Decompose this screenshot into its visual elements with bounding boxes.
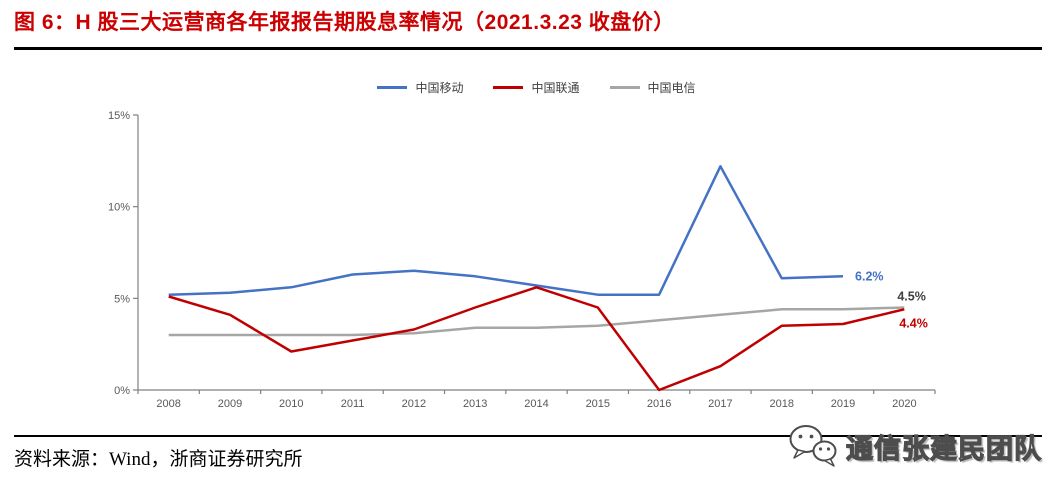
series-line-china-telecom — [168, 306, 905, 337]
x-tick-label: 2014 — [524, 398, 548, 410]
title-divider — [14, 47, 1042, 50]
end-label-china-telecom: 4.5% — [897, 290, 926, 304]
series-line-china-unicom — [168, 286, 905, 392]
y-tick-label: 10% — [108, 202, 130, 214]
x-tick-label: 2016 — [647, 398, 671, 410]
legend-label: 中国移动 — [415, 81, 464, 95]
x-tick-label: 2019 — [831, 398, 855, 410]
team-name: 通信张建民团队 — [845, 433, 1042, 464]
legend-item-china-telecom: 中国电信 — [609, 79, 696, 96]
x-tick-label: 2012 — [402, 398, 426, 410]
end-label-china-unicom: 4.4% — [899, 316, 928, 330]
legend-item-china-mobile: 中国移动 — [377, 79, 463, 96]
legend-marker-line — [377, 86, 408, 89]
wechat-icon — [789, 425, 837, 467]
legend-label: 中国联通 — [531, 81, 580, 95]
team-watermark: 通信张建民团队 — [788, 422, 1042, 470]
y-tick-label: 0% — [114, 385, 130, 397]
x-tick-label: 2013 — [463, 398, 487, 410]
legend-item-china-unicom: 中国联通 — [493, 79, 580, 96]
figure-title: 图 6：H 股三大运营商各年报报告期股息率情况（2021.3.23 收盘价） — [14, 11, 675, 34]
source-note: 资料来源：Wind，浙商证券研究所 — [14, 449, 303, 470]
y-tick-label: 5% — [114, 293, 130, 305]
x-tick-label: 2011 — [341, 398, 365, 410]
chart-legend: 中国移动 中国联通 中国电信 — [138, 79, 935, 96]
x-tick-label: 2010 — [279, 398, 303, 410]
legend-marker-line — [609, 86, 640, 89]
end-label-china-mobile: 6.2% — [855, 269, 884, 283]
footer-divider — [14, 435, 1042, 437]
legend-label: 中国电信 — [647, 81, 696, 95]
x-tick-label: 2018 — [769, 398, 793, 410]
x-tick-label: 2017 — [708, 398, 732, 410]
legend-marker-line — [493, 86, 524, 89]
x-tick-label: 2009 — [218, 398, 242, 410]
series-line-china-mobile — [168, 165, 844, 296]
x-tick-label: 2015 — [586, 398, 610, 410]
x-tick-label: 2020 — [892, 398, 916, 410]
x-tick-label: 2008 — [156, 398, 180, 410]
y-tick-label: 15% — [108, 110, 130, 122]
